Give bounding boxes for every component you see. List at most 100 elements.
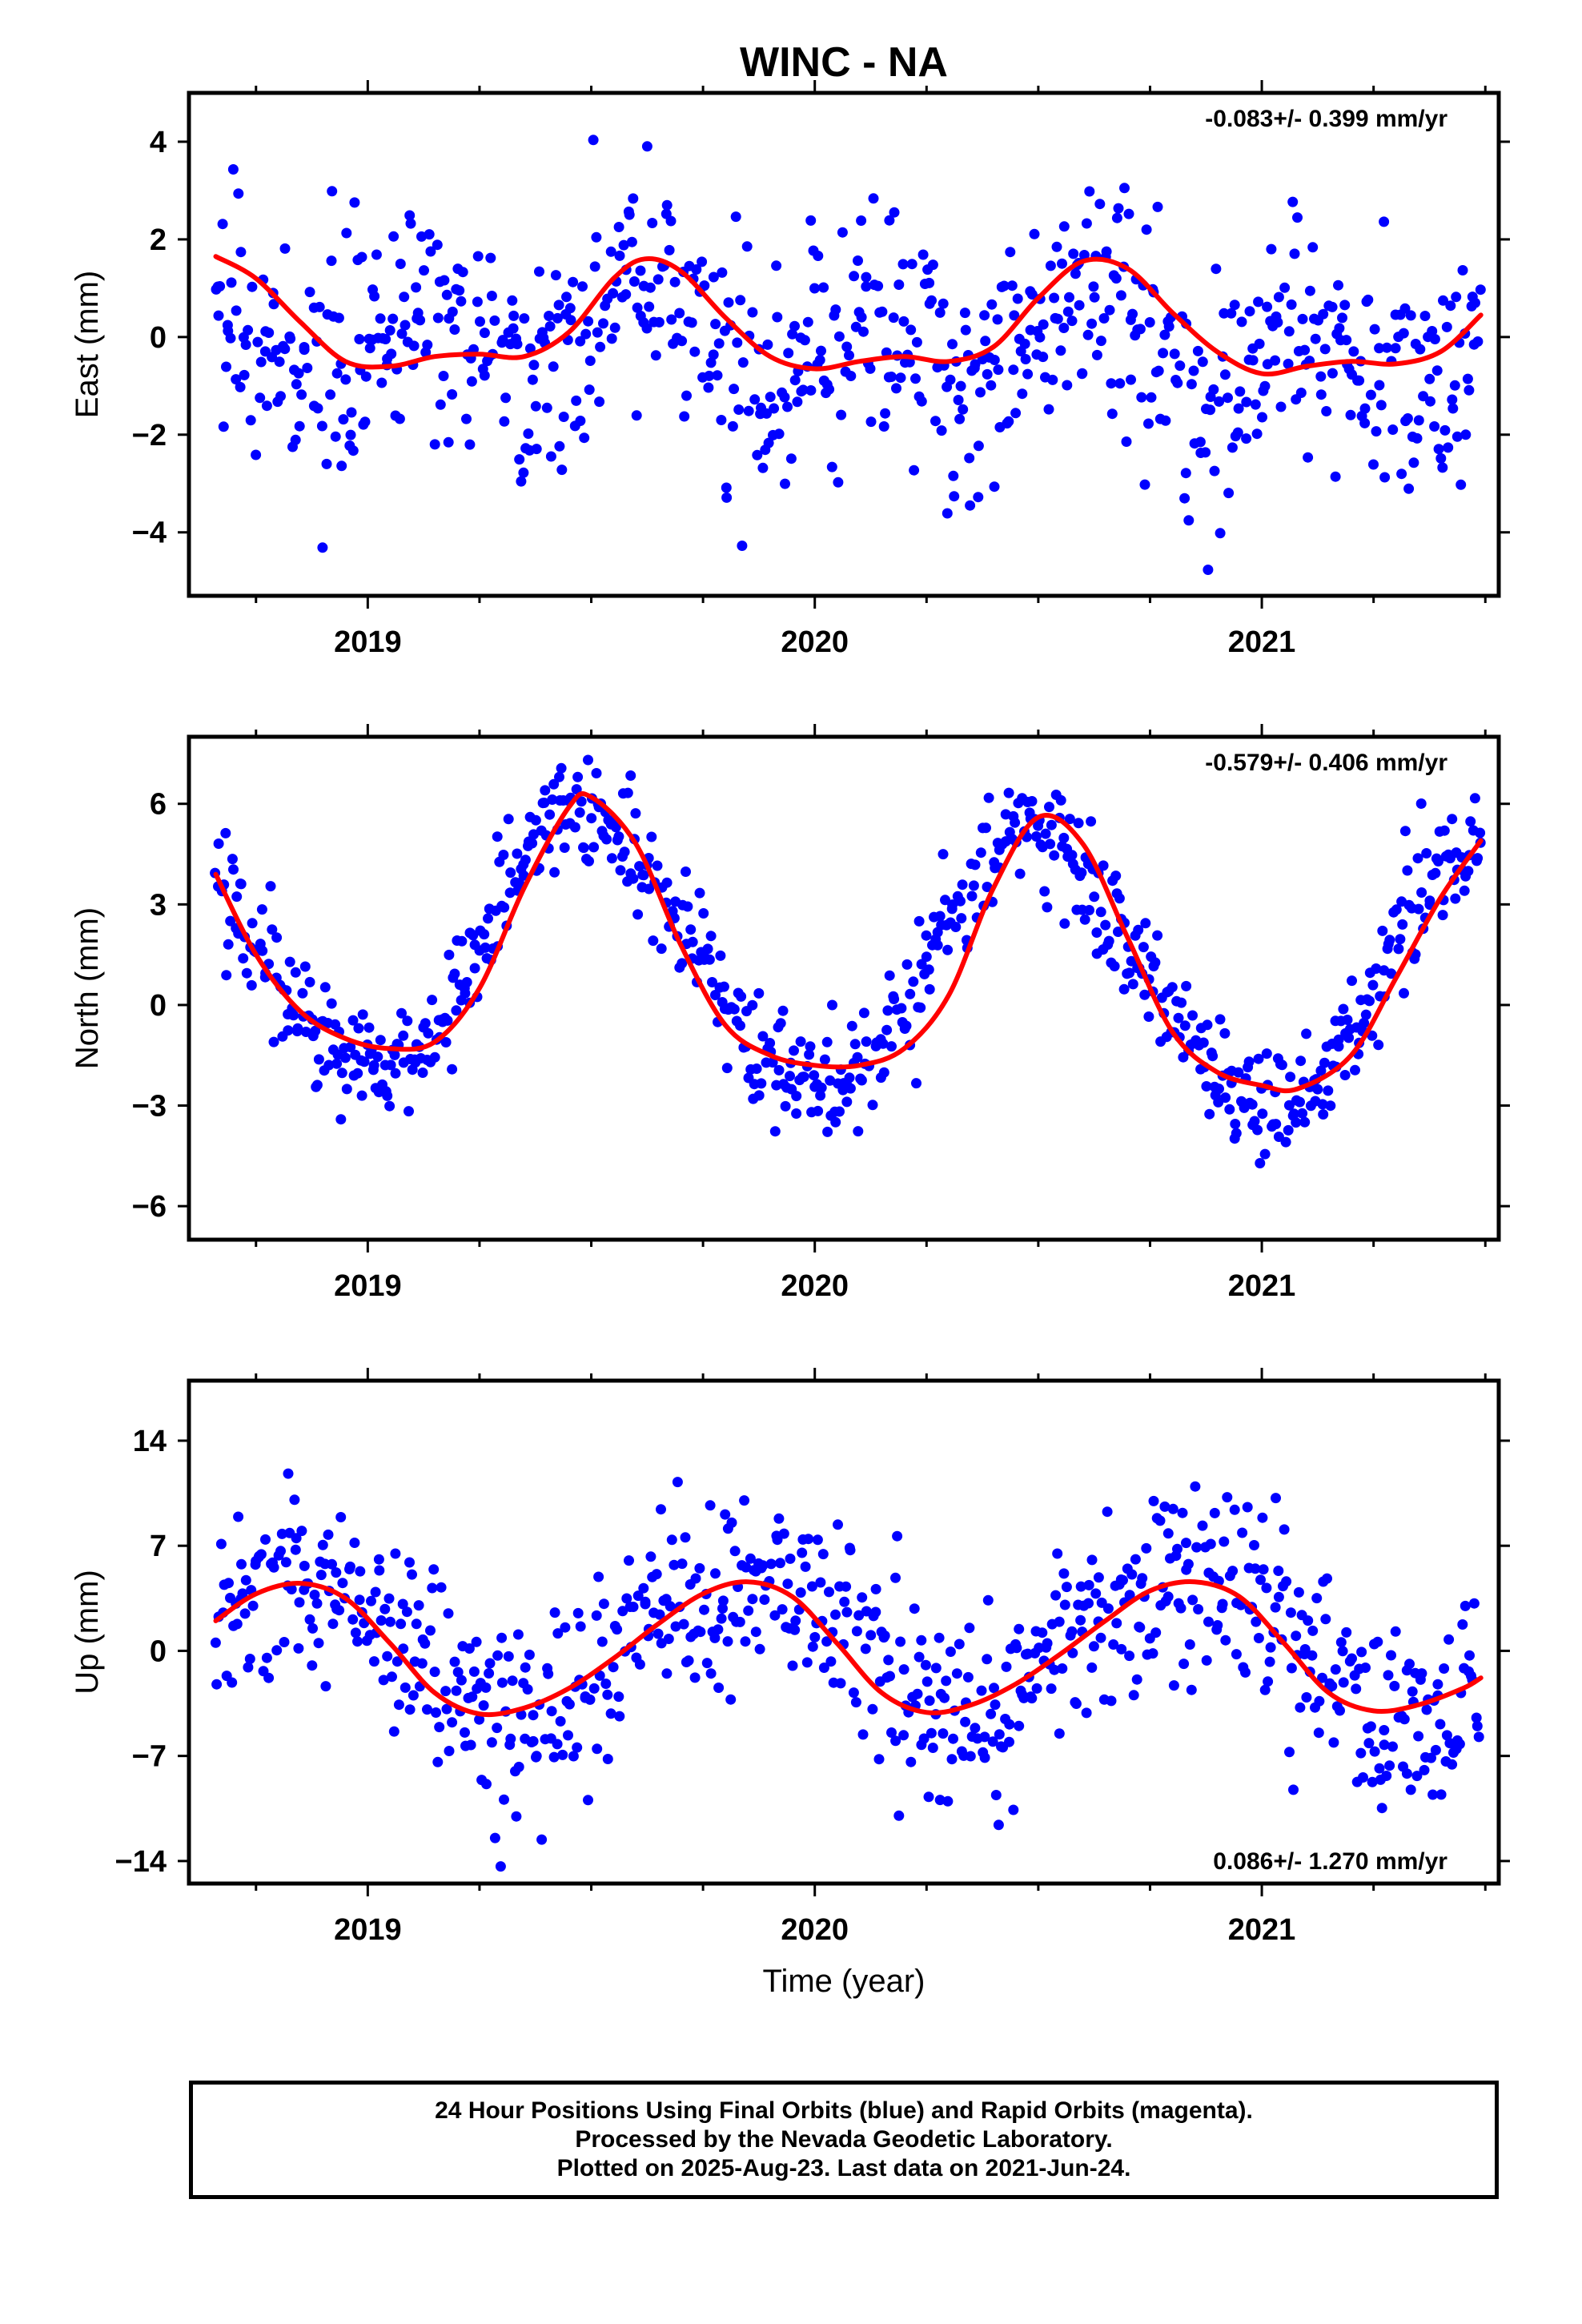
data-point <box>1464 1650 1475 1661</box>
data-point <box>708 349 719 360</box>
data-point <box>1159 329 1170 340</box>
y-tick-label-north: 3 <box>150 888 167 922</box>
data-point <box>544 321 556 332</box>
data-point <box>1178 1659 1190 1670</box>
data-point <box>1243 1056 1255 1068</box>
data-point <box>695 1626 706 1638</box>
data-point <box>939 1692 950 1703</box>
data-point <box>1257 1108 1268 1120</box>
data-point <box>834 1106 845 1117</box>
data-point <box>1068 248 1079 259</box>
data-point <box>901 959 913 970</box>
data-point <box>678 1618 689 1630</box>
data-point <box>634 861 645 872</box>
data-point <box>896 1003 907 1014</box>
data-point <box>1124 1651 1135 1662</box>
data-point <box>594 396 605 408</box>
data-point <box>1242 1502 1253 1513</box>
data-point <box>468 1666 480 1677</box>
data-point <box>372 1051 383 1063</box>
data-point <box>1139 479 1150 490</box>
data-point <box>942 944 954 955</box>
data-point <box>496 1677 508 1688</box>
data-point <box>1472 336 1484 347</box>
data-point <box>569 822 580 833</box>
data-point <box>495 1861 506 1872</box>
data-point <box>773 428 785 440</box>
data-point <box>385 1059 396 1071</box>
data-point <box>743 405 754 416</box>
data-point <box>390 1068 401 1079</box>
data-point <box>970 1723 981 1734</box>
data-point <box>1283 1124 1294 1136</box>
data-point <box>898 316 909 327</box>
data-point <box>804 1049 815 1060</box>
data-point <box>610 822 621 833</box>
data-point <box>730 211 741 223</box>
data-point <box>1318 308 1329 320</box>
data-point <box>1064 292 1074 303</box>
data-point <box>960 1716 971 1727</box>
data-point <box>1304 285 1315 296</box>
data-point <box>1416 887 1427 898</box>
data-point <box>934 1795 946 1806</box>
data-point <box>512 848 523 859</box>
data-point <box>1172 1543 1182 1554</box>
data-point <box>579 432 590 444</box>
data-point <box>701 1658 713 1669</box>
data-point <box>1452 431 1463 442</box>
data-point <box>818 282 829 293</box>
data-point <box>1408 457 1419 468</box>
data-point <box>964 452 975 464</box>
data-point <box>1393 943 1404 955</box>
data-point <box>341 227 352 239</box>
data-point <box>836 409 847 420</box>
data-point <box>485 252 496 263</box>
data-point <box>299 1560 310 1571</box>
data-point <box>641 323 652 334</box>
data-point <box>1106 1695 1117 1707</box>
data-point <box>1054 1728 1065 1739</box>
data-point <box>622 787 633 798</box>
data-point <box>1295 1702 1306 1713</box>
data-point <box>920 1659 931 1671</box>
data-point <box>729 384 740 395</box>
data-point <box>1205 404 1216 416</box>
data-point <box>336 460 347 472</box>
data-point <box>290 1544 301 1555</box>
data-point <box>384 325 396 336</box>
data-point <box>1102 1603 1114 1614</box>
data-point <box>1089 891 1100 903</box>
data-point <box>632 1590 644 1602</box>
data-point <box>1181 1538 1191 1549</box>
data-point <box>1313 1727 1324 1739</box>
data-point <box>508 323 519 334</box>
data-point <box>736 991 747 1002</box>
data-point <box>1146 392 1157 403</box>
data-point <box>982 882 993 892</box>
data-point <box>460 1727 470 1738</box>
data-point <box>763 437 774 448</box>
data-point <box>1359 417 1371 428</box>
data-point <box>1066 850 1078 861</box>
data-point <box>1147 1648 1158 1659</box>
data-point <box>564 303 576 314</box>
data-point <box>865 363 876 374</box>
data-point <box>265 881 276 892</box>
data-point <box>666 314 677 325</box>
data-point <box>500 392 512 404</box>
data-point <box>1046 819 1057 830</box>
data-point <box>772 312 783 323</box>
data-point <box>1405 1784 1416 1795</box>
data-point <box>1162 1591 1174 1602</box>
data-point <box>884 215 895 226</box>
data-point <box>1008 1804 1019 1815</box>
data-point <box>647 218 658 228</box>
data-point <box>387 313 399 324</box>
data-point <box>681 866 691 877</box>
data-point <box>884 970 895 981</box>
data-point <box>217 219 228 230</box>
data-point <box>1257 412 1267 423</box>
data-point <box>812 1534 823 1546</box>
data-point <box>1004 1719 1015 1730</box>
